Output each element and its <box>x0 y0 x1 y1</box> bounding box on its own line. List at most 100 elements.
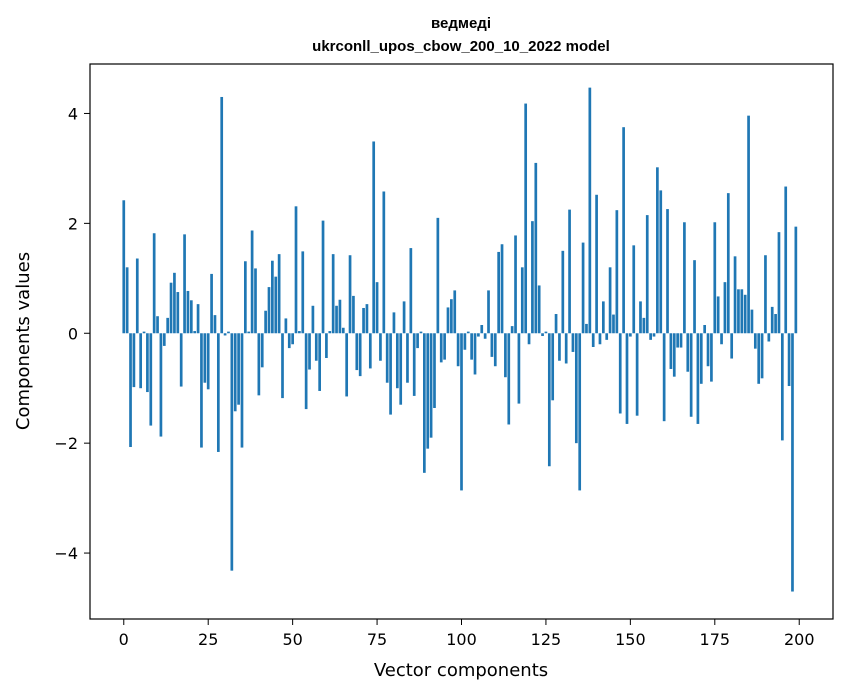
bar-61 <box>328 331 332 334</box>
bar-89 <box>423 333 426 473</box>
bar-194 <box>777 232 781 334</box>
bar-14 <box>169 282 173 334</box>
y-tick-label-2: 2 <box>68 214 78 233</box>
bar-195 <box>780 333 784 441</box>
bar-2 <box>129 333 132 448</box>
bar-109 <box>490 333 494 357</box>
bar-62 <box>331 254 335 334</box>
bar-120 <box>527 333 531 345</box>
bar-145 <box>612 314 615 334</box>
bar-135 <box>578 333 582 491</box>
bar-59 <box>321 220 325 334</box>
bar-41 <box>260 333 264 368</box>
bar-68 <box>352 295 355 334</box>
bar-128 <box>554 314 558 334</box>
bar-102 <box>466 331 470 334</box>
bar-130 <box>561 250 565 334</box>
bar-95 <box>443 333 446 360</box>
bar-51 <box>294 206 298 334</box>
bar-190 <box>764 255 767 334</box>
bar-29 <box>220 96 224 334</box>
bar-119 <box>524 103 528 334</box>
bar-112 <box>500 244 504 334</box>
bar-65 <box>341 327 345 334</box>
bar-5 <box>139 333 143 389</box>
bar-173 <box>706 333 710 367</box>
bar-55 <box>308 333 311 370</box>
bar-64 <box>338 299 342 334</box>
bar-160 <box>662 333 666 422</box>
bar-141 <box>598 333 602 345</box>
bar-85 <box>409 248 413 334</box>
bar-193 <box>774 314 777 334</box>
bar-118 <box>520 267 524 334</box>
bar-144 <box>608 267 612 334</box>
x-tick-label-200: 200 <box>784 630 815 649</box>
bar-15 <box>173 272 176 334</box>
bar-22 <box>196 304 200 334</box>
y-axis: −4 −2 0 2 4 <box>54 104 90 563</box>
bar-171 <box>699 333 703 384</box>
bar-113 <box>504 333 507 378</box>
bar-0 <box>122 200 126 334</box>
bar-176 <box>716 296 720 334</box>
bar-35 <box>240 333 244 448</box>
bar-93 <box>436 217 440 334</box>
bar-170 <box>696 333 700 424</box>
bar-21 <box>193 331 197 334</box>
y-tick-label-4: 4 <box>68 104 78 123</box>
bar-100 <box>460 333 463 491</box>
y-tick-label--4: −4 <box>54 544 78 563</box>
bar-177 <box>720 333 723 345</box>
bar-56 <box>311 305 315 334</box>
bar-46 <box>277 254 281 334</box>
bar-179 <box>726 193 730 334</box>
bar-60 <box>325 333 328 358</box>
bar-11 <box>159 333 163 437</box>
bar-142 <box>601 301 605 334</box>
bar-4 <box>135 258 139 334</box>
bar-106 <box>480 325 484 334</box>
bar-70 <box>358 333 362 377</box>
bar-32 <box>230 333 234 571</box>
bar-31 <box>227 331 230 334</box>
y-tick-label--2: −2 <box>54 434 78 453</box>
bar-188 <box>757 333 761 384</box>
bar-167 <box>686 333 690 372</box>
bar-17 <box>179 333 183 387</box>
bar-146 <box>615 210 619 334</box>
bar-28 <box>216 333 220 452</box>
bar-12 <box>162 333 166 346</box>
bar-88 <box>419 331 423 334</box>
bar-66 <box>345 333 349 397</box>
bar-1 <box>125 267 129 334</box>
bar-series <box>122 87 798 592</box>
y-axis-label: Components values <box>13 252 34 430</box>
bar-157 <box>652 333 656 337</box>
bar-166 <box>683 222 686 334</box>
bar-48 <box>284 318 288 334</box>
x-tick-label-25: 25 <box>198 630 218 649</box>
bar-158 <box>656 167 659 334</box>
bar-183 <box>740 289 744 334</box>
bar-198 <box>791 333 794 592</box>
bar-103 <box>470 333 473 360</box>
bar-10 <box>156 316 159 334</box>
bar-110 <box>493 333 497 367</box>
bar-7 <box>146 333 149 393</box>
bar-124 <box>541 333 544 337</box>
bar-25 <box>206 333 210 390</box>
x-tick-label-150: 150 <box>615 630 646 649</box>
bar-3 <box>132 333 136 388</box>
bar-117 <box>517 333 521 404</box>
bar-74 <box>372 141 376 334</box>
bar-77 <box>382 191 386 334</box>
bar-159 <box>659 190 663 334</box>
bar-94 <box>439 333 443 363</box>
bar-81 <box>395 333 399 389</box>
x-tick-label-75: 75 <box>367 630 387 649</box>
bar-42 <box>264 310 267 334</box>
bar-57 <box>314 333 318 361</box>
bar-23 <box>200 333 203 448</box>
